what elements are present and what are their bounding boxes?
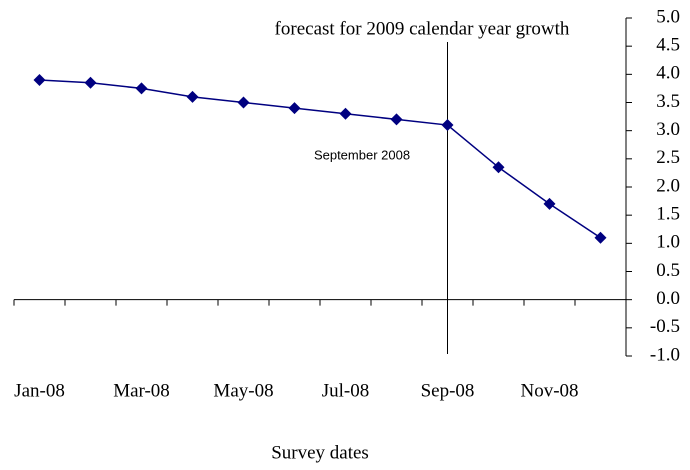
point-marker xyxy=(135,82,148,95)
y-tick-label: 5.0 xyxy=(656,6,680,27)
point-marker xyxy=(390,113,403,126)
series-line xyxy=(39,79,601,239)
point-marker xyxy=(237,96,250,109)
point-marker xyxy=(33,73,46,86)
y-tick-label: 4.0 xyxy=(656,63,680,84)
september-annotation: September 2008 xyxy=(314,147,410,162)
point-marker xyxy=(594,231,607,244)
point-marker xyxy=(186,90,199,103)
y-tick-label: 3.5 xyxy=(656,91,680,112)
y-tick-label: -0.5 xyxy=(650,316,680,337)
y-tick-label: 3.0 xyxy=(656,119,680,140)
x-tick-label: Jan-08 xyxy=(14,380,65,401)
forecast-annotation: forecast for 2009 calendar year growth xyxy=(275,18,570,39)
x-tick-label: Nov-08 xyxy=(520,380,578,401)
point-marker xyxy=(288,102,301,115)
x-tick-label: May-08 xyxy=(213,380,273,401)
point-marker xyxy=(339,107,352,120)
point-marker xyxy=(84,76,97,89)
point-marker xyxy=(543,197,556,210)
x-tick-label: Mar-08 xyxy=(113,380,170,401)
x-axis-title: Survey dates xyxy=(271,442,369,463)
y-tick-label: 1.0 xyxy=(656,232,680,253)
y-tick-label: -1.0 xyxy=(650,344,680,365)
x-tick-label: Jul-08 xyxy=(322,380,370,401)
y-tick-label: 0.0 xyxy=(656,288,680,309)
y-tick-label: 1.5 xyxy=(656,204,680,225)
point-marker xyxy=(492,161,505,174)
y-tick-label: 2.5 xyxy=(656,147,680,168)
y-tick-label: 4.5 xyxy=(656,35,680,56)
y-tick-label: 0.5 xyxy=(656,260,680,281)
point-marker xyxy=(441,119,454,132)
y-tick-label: 2.0 xyxy=(656,175,680,196)
x-tick-label: Sep-08 xyxy=(421,380,475,401)
